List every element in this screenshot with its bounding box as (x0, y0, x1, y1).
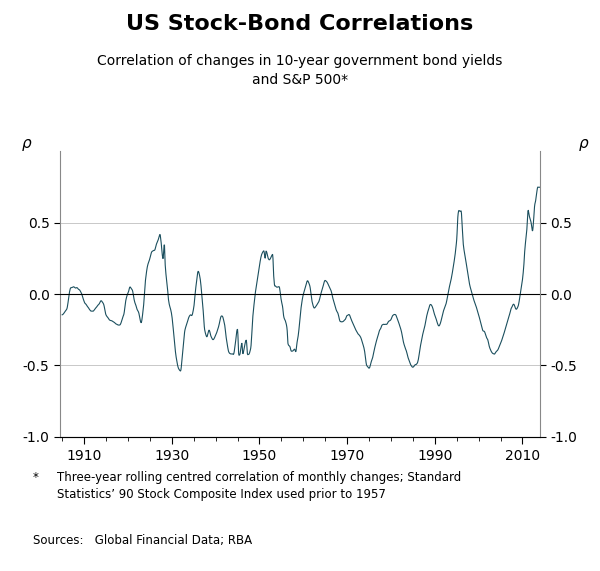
Text: Correlation of changes in 10-year government bond yields
and S&P 500*: Correlation of changes in 10-year govern… (97, 54, 503, 87)
Text: Sources:   Global Financial Data; RBA: Sources: Global Financial Data; RBA (33, 534, 252, 547)
Text: ρ: ρ (578, 136, 588, 151)
Text: ρ: ρ (22, 136, 31, 151)
Text: US Stock-Bond Correlations: US Stock-Bond Correlations (127, 14, 473, 34)
Text: Three-year rolling centred correlation of monthly changes; Standard
Statistics’ : Three-year rolling centred correlation o… (57, 471, 461, 501)
Text: *: * (33, 471, 39, 484)
